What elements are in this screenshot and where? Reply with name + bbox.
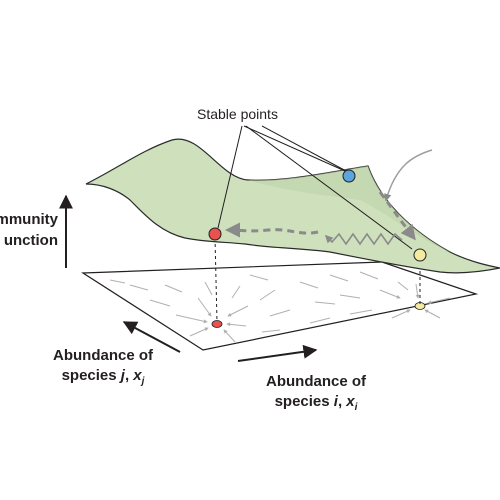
projection-line-red xyxy=(214,237,218,323)
species-j-axis-arrow xyxy=(122,321,181,353)
vector-field xyxy=(109,271,451,343)
plane-point-red xyxy=(211,320,223,328)
landscape-surface xyxy=(85,138,500,274)
species-j-axis-label: Abundance of species j, xj xyxy=(28,346,178,392)
trajectory-right xyxy=(378,191,416,241)
stable-points-label: Stable points xyxy=(197,106,278,122)
diagonal-arrow-icon xyxy=(384,149,433,202)
surface-shading xyxy=(248,166,450,252)
species-i-line2: species i, xi xyxy=(274,393,358,413)
stable-point-red xyxy=(208,227,222,241)
trajectory-wiggle xyxy=(324,232,403,246)
abundance-plane xyxy=(81,261,479,351)
community-function-label-line1: mmunity xyxy=(0,211,58,228)
stable-point-yellow xyxy=(413,248,427,262)
species-i-axis-label: Abundance of species i, xi xyxy=(246,372,386,418)
species-j-line1: Abundance of xyxy=(53,347,153,364)
species-i-axis-arrow xyxy=(237,344,318,362)
species-i-line1: Abundance of xyxy=(266,373,366,390)
community-function-label-line2: unction xyxy=(3,232,58,249)
trajectory-left xyxy=(225,222,319,238)
stable-point-blue xyxy=(342,169,356,183)
leader-lines xyxy=(217,125,413,250)
species-j-line2: species j, xj xyxy=(61,367,145,387)
